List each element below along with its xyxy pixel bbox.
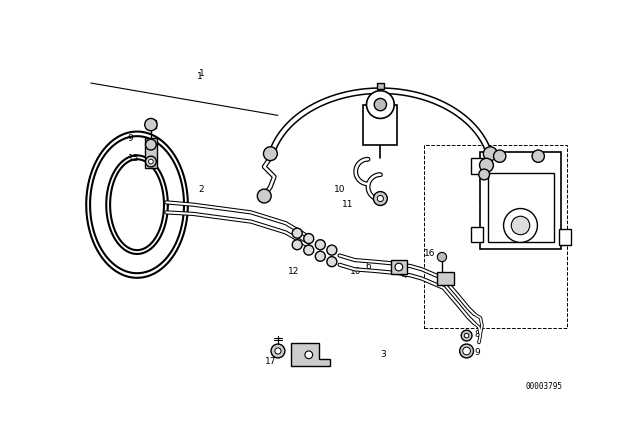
Text: 1: 1	[197, 73, 203, 82]
Text: 16: 16	[424, 250, 436, 258]
Circle shape	[275, 348, 281, 354]
Circle shape	[264, 147, 277, 161]
Circle shape	[493, 150, 506, 162]
Bar	[437, 272, 454, 285]
Text: 7: 7	[445, 275, 451, 284]
Text: 3: 3	[380, 349, 386, 358]
Circle shape	[145, 118, 157, 131]
Circle shape	[479, 169, 490, 180]
Circle shape	[464, 333, 469, 338]
Text: 5: 5	[291, 360, 297, 369]
Bar	[559, 229, 570, 245]
Bar	[376, 83, 384, 89]
Bar	[488, 173, 554, 242]
Bar	[391, 260, 406, 274]
Text: 12: 12	[288, 267, 300, 276]
Text: 11: 11	[342, 200, 353, 209]
Circle shape	[504, 208, 538, 242]
Circle shape	[378, 195, 383, 202]
Bar	[471, 159, 483, 174]
Circle shape	[461, 330, 472, 341]
Circle shape	[511, 216, 530, 235]
Circle shape	[374, 99, 387, 111]
Bar	[363, 104, 397, 145]
Circle shape	[479, 158, 493, 172]
Circle shape	[145, 139, 156, 150]
Text: 1: 1	[198, 69, 204, 78]
Bar	[481, 152, 561, 249]
Circle shape	[373, 192, 387, 206]
Text: 15: 15	[128, 154, 140, 163]
Circle shape	[292, 240, 302, 250]
Circle shape	[327, 257, 337, 267]
Text: 4: 4	[401, 271, 407, 280]
Circle shape	[483, 147, 497, 161]
Circle shape	[148, 159, 153, 164]
Circle shape	[463, 347, 470, 355]
Circle shape	[304, 245, 314, 255]
Circle shape	[145, 156, 156, 167]
Bar	[145, 138, 157, 168]
Circle shape	[271, 344, 285, 358]
Text: 9: 9	[128, 134, 134, 143]
Circle shape	[305, 351, 312, 359]
Circle shape	[437, 252, 447, 262]
Text: 8: 8	[474, 330, 480, 339]
Text: 00003795: 00003795	[526, 382, 563, 391]
Circle shape	[367, 91, 394, 118]
Text: 10: 10	[334, 185, 346, 194]
Bar	[471, 227, 483, 242]
Text: 17: 17	[265, 357, 276, 366]
Circle shape	[316, 251, 325, 261]
Text: 9: 9	[474, 348, 480, 357]
Circle shape	[292, 228, 302, 238]
Text: 2: 2	[198, 185, 204, 194]
Text: 10: 10	[349, 267, 361, 276]
Circle shape	[460, 344, 474, 358]
Circle shape	[532, 150, 545, 162]
Circle shape	[395, 263, 403, 271]
Circle shape	[316, 240, 325, 250]
Polygon shape	[291, 343, 330, 366]
Bar	[147, 120, 156, 128]
Circle shape	[257, 189, 271, 203]
Text: 14: 14	[478, 194, 490, 203]
Circle shape	[327, 245, 337, 255]
Bar	[424, 145, 566, 328]
Text: 13: 13	[478, 180, 490, 189]
Circle shape	[304, 233, 314, 244]
Text: 6: 6	[365, 262, 371, 271]
